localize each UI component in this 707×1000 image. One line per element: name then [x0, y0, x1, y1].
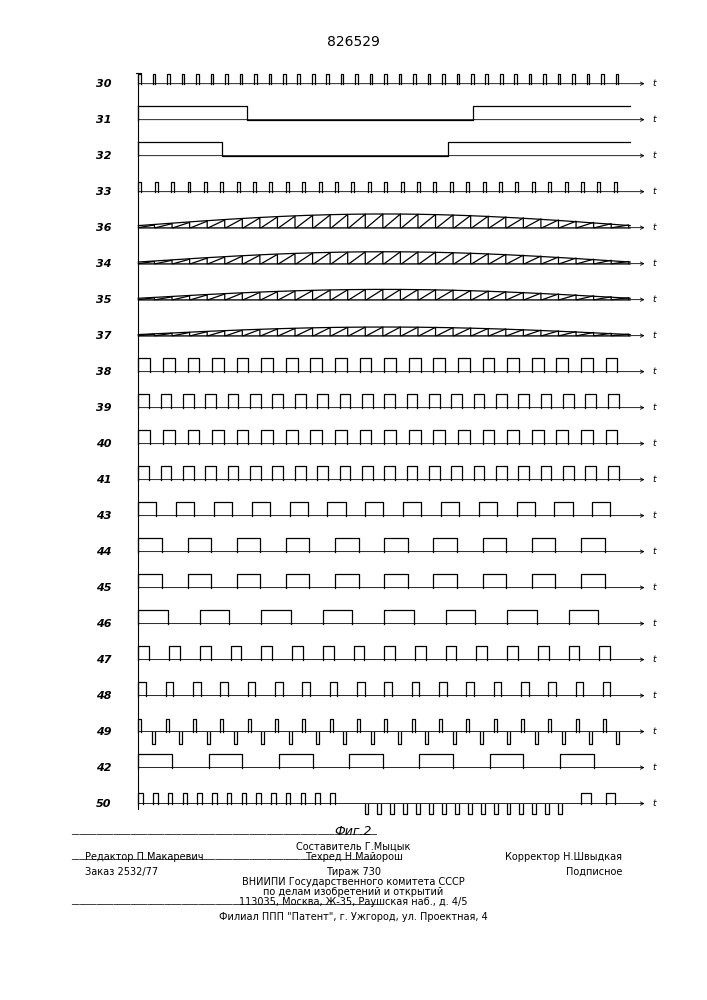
Text: 48: 48	[95, 691, 111, 701]
Text: ────────────────────────────────────────────────────────────────────────: ────────────────────────────────────────…	[71, 902, 377, 908]
Text: t: t	[653, 619, 656, 628]
Text: 38: 38	[95, 367, 111, 377]
Text: 35: 35	[95, 295, 111, 305]
Text: ────────────────────────────────────────────────────────────────────────: ────────────────────────────────────────…	[71, 857, 377, 863]
Text: t: t	[653, 79, 656, 88]
Text: Составитель Г.Мыцык: Составитель Г.Мыцык	[296, 842, 411, 852]
Text: Филиал ППП "Патент", г. Ужгород, ул. Проектная, 4: Филиал ППП "Патент", г. Ужгород, ул. Про…	[219, 912, 488, 922]
Text: t: t	[653, 151, 656, 160]
Text: 36: 36	[95, 223, 111, 233]
Text: t: t	[653, 691, 656, 700]
Text: t: t	[653, 547, 656, 556]
Text: ────────────────────────────────────────────────────────────────────────: ────────────────────────────────────────…	[71, 832, 377, 838]
Text: 31: 31	[95, 115, 111, 125]
Text: t: t	[653, 331, 656, 340]
Text: t: t	[653, 475, 656, 484]
Text: t: t	[653, 115, 656, 124]
Text: 34: 34	[95, 259, 111, 269]
Text: t: t	[653, 223, 656, 232]
Text: t: t	[653, 511, 656, 520]
Text: t: t	[653, 439, 656, 448]
Text: t: t	[653, 763, 656, 772]
Text: 32: 32	[95, 151, 111, 161]
Text: 49: 49	[95, 727, 111, 737]
Text: t: t	[653, 727, 656, 736]
Text: 43: 43	[95, 511, 111, 521]
Text: t: t	[653, 367, 656, 376]
Text: 42: 42	[95, 763, 111, 773]
Text: 39: 39	[95, 403, 111, 413]
Text: 30: 30	[95, 79, 111, 89]
Text: 113035, Москва, Ж-35, Раушская наб., д. 4/5: 113035, Москва, Ж-35, Раушская наб., д. …	[239, 897, 468, 907]
Text: 46: 46	[95, 619, 111, 629]
Text: ВНИИПИ Государственного комитета СССР: ВНИИПИ Государственного комитета СССР	[242, 877, 465, 887]
Text: по делам изобретений и открытий: по делам изобретений и открытий	[264, 887, 443, 897]
Text: Заказ 2532/77: Заказ 2532/77	[85, 867, 158, 877]
Text: Редактор П.Макаревич: Редактор П.Макаревич	[85, 852, 204, 862]
Text: Фиг.2: Фиг.2	[334, 825, 373, 838]
Text: 44: 44	[95, 547, 111, 557]
Text: 33: 33	[95, 187, 111, 197]
Text: Тираж 730: Тираж 730	[326, 867, 381, 877]
Text: 40: 40	[95, 439, 111, 449]
Text: Техред Н.Майорош: Техред Н.Майорош	[305, 852, 402, 862]
Text: 41: 41	[95, 475, 111, 485]
Text: t: t	[653, 187, 656, 196]
Text: Подписное: Подписное	[566, 867, 622, 877]
Text: 50: 50	[95, 799, 111, 809]
Text: 47: 47	[95, 655, 111, 665]
Text: 826529: 826529	[327, 35, 380, 49]
Text: t: t	[653, 655, 656, 664]
Text: t: t	[653, 583, 656, 592]
Text: Корректор Н.Швыдкая: Корректор Н.Швыдкая	[506, 852, 622, 862]
Text: t: t	[653, 295, 656, 304]
Text: t: t	[653, 799, 656, 808]
Text: 37: 37	[95, 331, 111, 341]
Text: 45: 45	[95, 583, 111, 593]
Text: t: t	[653, 259, 656, 268]
Text: t: t	[653, 403, 656, 412]
